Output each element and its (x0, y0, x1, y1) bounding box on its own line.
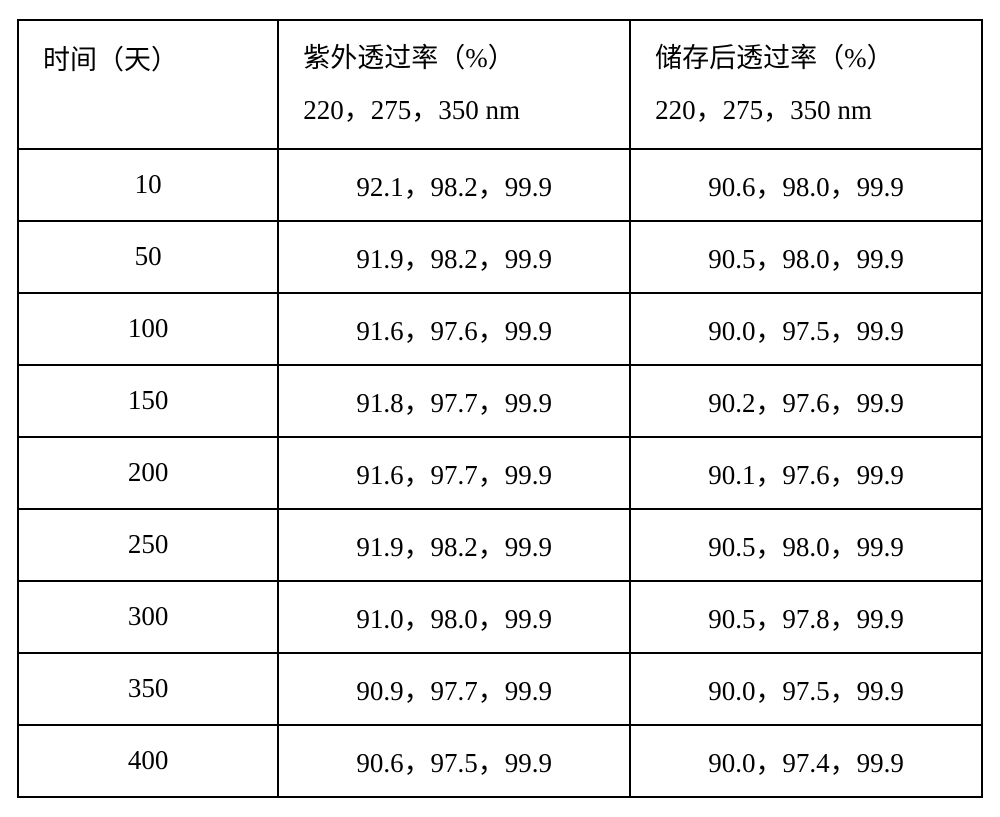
table-header: 时间（天） 紫外透过率（%） 220，275，350 nm 储存后透过率（%） … (18, 20, 982, 149)
cell-storage: 90.2，97.6，99.9 (630, 365, 982, 437)
cell-uv: 91.8，97.7，99.9 (278, 365, 630, 437)
cell-time: 350 (18, 653, 278, 725)
table-row: 200 91.6，97.7，99.9 90.1，97.6，99.9 (18, 437, 982, 509)
cell-uv: 90.9，97.7，99.9 (278, 653, 630, 725)
cell-uv: 91.6，97.7，99.9 (278, 437, 630, 509)
header-cell-time: 时间（天） (18, 20, 278, 149)
table-row: 400 90.6，97.5，99.9 90.0，97.4，99.9 (18, 725, 982, 797)
header-time-line1: 时间（天） (43, 35, 269, 86)
cell-storage: 90.5，97.8，99.9 (630, 581, 982, 653)
header-storage-line1: 储存后透过率（%） (655, 33, 973, 84)
header-row: 时间（天） 紫外透过率（%） 220，275，350 nm 储存后透过率（%） … (18, 20, 982, 149)
transmittance-table: 时间（天） 紫外透过率（%） 220，275，350 nm 储存后透过率（%） … (17, 19, 983, 798)
cell-time: 50 (18, 221, 278, 293)
table-body: 10 92.1，98.2，99.9 90.6，98.0，99.9 50 91.9… (18, 149, 982, 797)
cell-uv: 91.6，97.6，99.9 (278, 293, 630, 365)
transmittance-table-container: 时间（天） 紫外透过率（%） 220，275，350 nm 储存后透过率（%） … (17, 19, 983, 798)
cell-time: 250 (18, 509, 278, 581)
cell-storage: 90.0，97.5，99.9 (630, 653, 982, 725)
cell-time: 400 (18, 725, 278, 797)
cell-storage: 90.6，98.0，99.9 (630, 149, 982, 221)
table-row: 300 91.0，98.0，99.9 90.5，97.8，99.9 (18, 581, 982, 653)
cell-uv: 91.9，98.2，99.9 (278, 509, 630, 581)
header-storage-line2: 220，275，350 nm (655, 85, 973, 136)
table-row: 150 91.8，97.7，99.9 90.2，97.6，99.9 (18, 365, 982, 437)
cell-storage: 90.5，98.0，99.9 (630, 509, 982, 581)
cell-uv: 91.0，98.0，99.9 (278, 581, 630, 653)
cell-uv: 92.1，98.2，99.9 (278, 149, 630, 221)
cell-time: 10 (18, 149, 278, 221)
cell-time: 150 (18, 365, 278, 437)
cell-time: 100 (18, 293, 278, 365)
table-row: 10 92.1，98.2，99.9 90.6，98.0，99.9 (18, 149, 982, 221)
header-uv-line1: 紫外透过率（%） (303, 33, 621, 84)
cell-storage: 90.5，98.0，99.9 (630, 221, 982, 293)
cell-storage: 90.0，97.4，99.9 (630, 725, 982, 797)
table-row: 250 91.9，98.2，99.9 90.5，98.0，99.9 (18, 509, 982, 581)
cell-uv: 91.9，98.2，99.9 (278, 221, 630, 293)
cell-time: 200 (18, 437, 278, 509)
header-uv-line2: 220，275，350 nm (303, 85, 621, 136)
cell-time: 300 (18, 581, 278, 653)
table-row: 350 90.9，97.7，99.9 90.0，97.5，99.9 (18, 653, 982, 725)
cell-storage: 90.0，97.5，99.9 (630, 293, 982, 365)
table-row: 50 91.9，98.2，99.9 90.5，98.0，99.9 (18, 221, 982, 293)
header-cell-storage-transmittance: 储存后透过率（%） 220，275，350 nm (630, 20, 982, 149)
table-row: 100 91.6，97.6，99.9 90.0，97.5，99.9 (18, 293, 982, 365)
header-cell-uv-transmittance: 紫外透过率（%） 220，275，350 nm (278, 20, 630, 149)
cell-storage: 90.1，97.6，99.9 (630, 437, 982, 509)
cell-uv: 90.6，97.5，99.9 (278, 725, 630, 797)
